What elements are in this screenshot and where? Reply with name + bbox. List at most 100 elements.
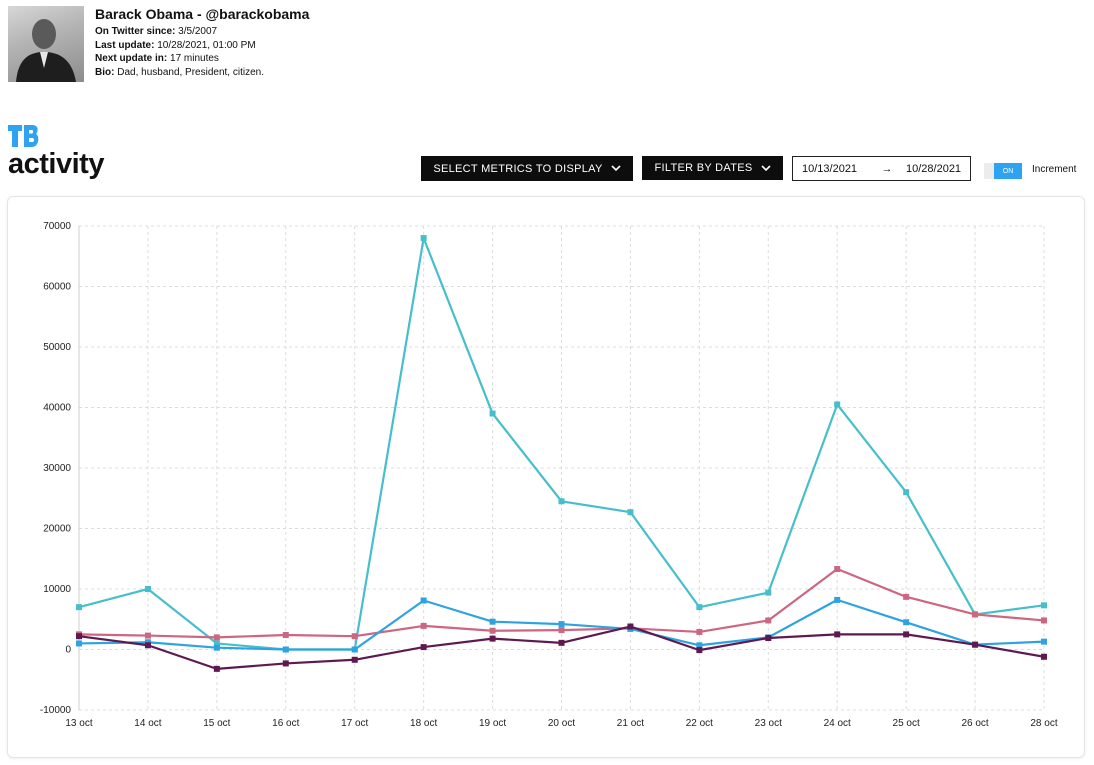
- series-4: [76, 623, 1047, 672]
- x-tick-label: 22 oct: [686, 718, 713, 729]
- data-point: [765, 617, 772, 624]
- last-update-label: Last update:: [95, 39, 155, 51]
- date-range-picker[interactable]: 10/13/2021 → 10/28/2021: [792, 156, 971, 181]
- data-point: [144, 639, 151, 646]
- data-point: [420, 597, 427, 604]
- next-update-value: 17 minutes: [170, 53, 219, 65]
- page-title: activity: [8, 148, 104, 180]
- x-tick-label: 17 oct: [341, 718, 368, 729]
- data-point: [765, 589, 772, 596]
- profile-bio: Bio: Dad, husband, President, citizen.: [95, 67, 309, 79]
- select-metrics-label: SELECT METRICS TO DISPLAY: [433, 162, 603, 175]
- data-point: [696, 642, 703, 649]
- data-point: [76, 640, 82, 647]
- chevron-down-icon: [611, 165, 621, 172]
- data-point: [282, 631, 289, 638]
- data-point: [903, 489, 910, 496]
- avatar-portrait: [16, 19, 76, 82]
- activity-chart-card: -10000 0 10000 20000 30000 40000 50000 60000 700…: [7, 196, 1085, 758]
- chevron-down-icon: [760, 164, 771, 172]
- data-point: [144, 586, 151, 592]
- data-point: [696, 647, 703, 654]
- date-start[interactable]: 10/13/2021: [802, 162, 858, 175]
- x-tick-label: 20 oct: [548, 718, 575, 729]
- x-tick-label: 19 oct: [479, 718, 506, 729]
- data-point: [834, 596, 841, 603]
- since-label: On Twitter since:: [95, 26, 176, 38]
- data-point: [144, 632, 151, 639]
- data-point: [1041, 602, 1047, 609]
- x-tick-label: 25 oct: [893, 718, 920, 729]
- avatar: [8, 6, 84, 82]
- x-tick-label: 28 oct: [1030, 718, 1057, 729]
- data-point: [834, 401, 841, 408]
- y-tick-label: 20000: [43, 524, 71, 535]
- data-point: [76, 604, 82, 611]
- data-point: [972, 611, 979, 618]
- data-point: [558, 621, 565, 628]
- x-tick-label: 13 oct: [65, 718, 92, 729]
- toggle-on-indicator: ON: [994, 163, 1022, 179]
- x-tick-label: 21 oct: [617, 718, 644, 729]
- data-point: [489, 410, 496, 417]
- data-point: [213, 634, 220, 641]
- data-point: [627, 509, 634, 516]
- y-tick-label: 50000: [43, 342, 71, 353]
- data-point: [213, 665, 220, 672]
- data-point: [1041, 617, 1047, 624]
- data-point: [420, 644, 427, 651]
- y-tick-label: -10000: [40, 705, 72, 716]
- x-tick-label: 24 oct: [824, 718, 851, 729]
- x-tick-label: 26 oct: [961, 718, 988, 729]
- date-end[interactable]: 10/28/2021: [906, 162, 962, 175]
- increment-toggle[interactable]: ON: [984, 163, 1022, 179]
- profile-name: Barack Obama - @barackobama: [95, 6, 310, 22]
- x-tick-label: 18 oct: [410, 718, 437, 729]
- data-point: [1041, 638, 1047, 645]
- brand-logo-icon: [8, 124, 40, 153]
- data-point: [627, 623, 634, 630]
- data-point: [903, 619, 910, 626]
- data-point: [765, 635, 772, 642]
- data-point: [489, 618, 496, 625]
- filter-dates-button[interactable]: FILTER BY DATES: [642, 156, 783, 180]
- data-point: [351, 633, 358, 640]
- select-metrics-button[interactable]: SELECT METRICS TO DISPLAY: [421, 156, 633, 181]
- profile-header: Barack Obama - @barackobama On Twitter s…: [8, 6, 309, 82]
- profile-next-update: Next update in: 17 minutes: [95, 53, 309, 65]
- data-point: [696, 628, 703, 635]
- data-point: [351, 646, 358, 653]
- data-point: [834, 631, 841, 638]
- profile-info: Barack Obama - @barackobama On Twitter s…: [95, 6, 309, 82]
- bio-value: Dad, husband, President, citizen.: [117, 66, 264, 78]
- increment-label: Increment: [1032, 164, 1077, 175]
- data-point: [420, 622, 427, 629]
- y-tick-label: 70000: [43, 221, 71, 232]
- profile-last-update: Last update: 10/28/2021, 01:00 PM: [95, 40, 309, 52]
- bio-label: Bio:: [95, 66, 115, 78]
- filter-dates-label: FILTER BY DATES: [654, 162, 753, 174]
- arrow-right-icon: →: [881, 162, 893, 175]
- data-point: [76, 633, 82, 640]
- data-point: [1041, 653, 1047, 660]
- data-point: [420, 235, 427, 242]
- activity-chart: -10000 0 10000 20000 30000 40000 50000 60000 700…: [40, 221, 1058, 729]
- data-point: [489, 635, 496, 642]
- data-point: [972, 641, 979, 648]
- next-update-label: Next update in:: [95, 53, 168, 65]
- data-point: [213, 640, 220, 647]
- data-point: [903, 631, 910, 638]
- profile-since: On Twitter since: 3/5/2007: [95, 26, 309, 38]
- y-tick-label: 10000: [43, 584, 71, 595]
- data-point: [558, 498, 565, 505]
- data-point: [903, 593, 910, 600]
- since-value: 3/5/2007: [178, 26, 218, 38]
- data-point: [834, 566, 841, 573]
- data-point: [351, 656, 358, 663]
- x-tick-label: 15 oct: [203, 718, 230, 729]
- data-point: [282, 660, 289, 667]
- last-update-value: 10/28/2021, 01:00 PM: [157, 39, 256, 51]
- data-point: [282, 646, 289, 653]
- data-point: [213, 644, 220, 651]
- y-tick-label: 30000: [43, 463, 71, 474]
